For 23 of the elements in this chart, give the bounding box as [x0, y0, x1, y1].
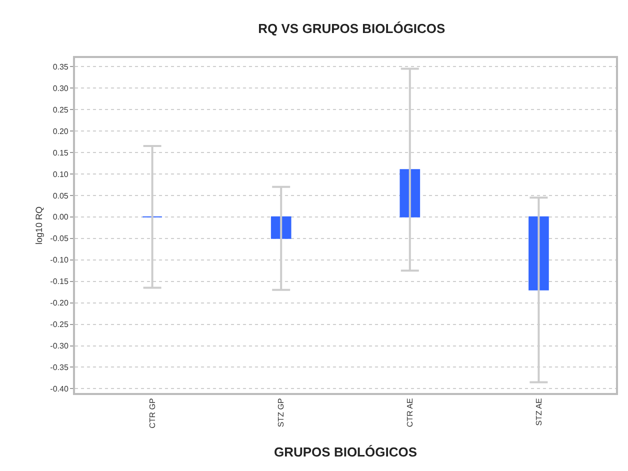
x-tick-label: STZ AE [534, 398, 544, 426]
y-tick-label: -0.20 [50, 298, 69, 308]
chart-title: RQ VS GRUPOS BIOLÓGICOS [258, 20, 446, 36]
y-tick-label: 0.05 [52, 191, 69, 200]
y-tick-label: -0.40 [50, 384, 69, 394]
y-tick-label: 0.30 [52, 84, 69, 93]
y-tick-label: -0.30 [50, 342, 69, 351]
y-tick-label: -0.15 [50, 277, 69, 286]
y-tick-label: 0.20 [52, 126, 69, 136]
y-tick-label: 0.25 [52, 105, 69, 114]
y-tick-label: -0.10 [50, 256, 69, 265]
y-tick-label: 0.15 [52, 148, 69, 158]
y-axis-title: log10 RQ [34, 206, 44, 245]
y-tick-label: 0.35 [52, 62, 69, 72]
y-tick-label: 0.10 [52, 170, 69, 179]
x-tick-label: CTR GP [148, 398, 157, 428]
y-tick-label: -0.35 [50, 363, 69, 372]
x-axis-title: GRUPOS BIOLÓGICOS [274, 444, 418, 460]
y-tick-label: 0.00 [52, 212, 69, 222]
y-tick-label: -0.25 [50, 320, 69, 330]
y-tick-label: -0.05 [50, 234, 69, 244]
x-tick-label: STZ GP [276, 398, 286, 428]
x-tick-label: CTR AE [406, 398, 414, 428]
